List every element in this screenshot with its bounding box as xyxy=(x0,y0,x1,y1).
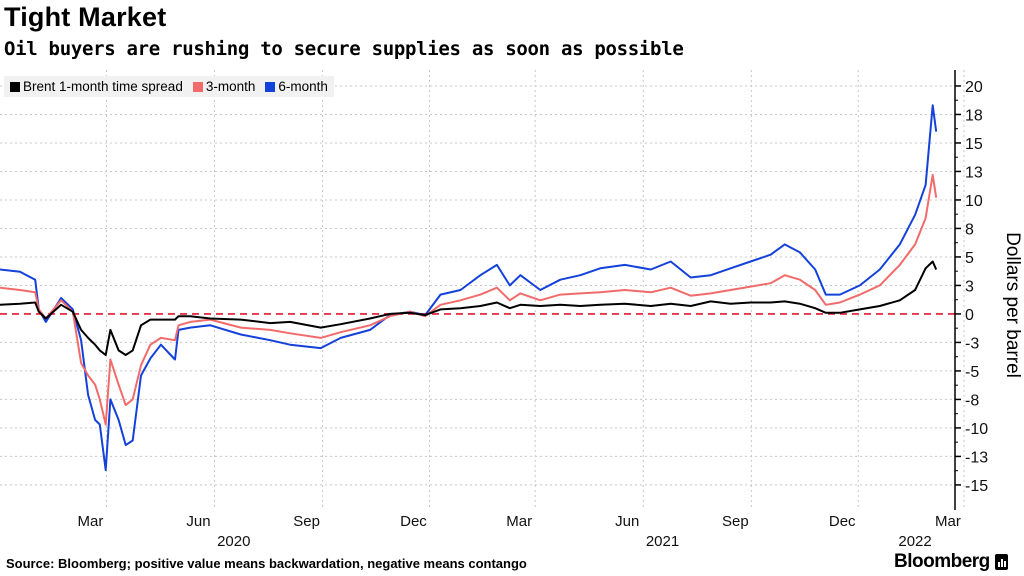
x-tick-label: Dec xyxy=(400,513,427,530)
bloomberg-chart-icon xyxy=(994,554,1008,570)
y-tick-label: -13 xyxy=(965,449,988,466)
series-line-6-month xyxy=(0,104,938,472)
legend-label: 3-month xyxy=(205,79,256,94)
legend-item-1-month: Brent 1-month time spread xyxy=(10,79,183,94)
legend-item-3-month: 3-month xyxy=(192,79,256,94)
y-tick-label: -10 xyxy=(965,421,988,438)
y-tick-label: 13 xyxy=(965,164,983,181)
y-tick-label: 0 xyxy=(965,307,974,324)
series-lines xyxy=(0,104,938,472)
y-tick-label: 15 xyxy=(965,136,983,153)
x-tick-label: Dec xyxy=(829,513,856,530)
legend-label: 6-month xyxy=(278,79,328,94)
y-tick-label: -15 xyxy=(965,478,988,495)
y-axis: 20 18 15 13 10 8 5 3 0 -3 -5 -8 -10 -13 -15 xyxy=(954,70,988,510)
legend-swatch xyxy=(192,81,203,92)
y-tick-label: -8 xyxy=(965,392,979,409)
chart-title: Tight Market xyxy=(4,2,167,32)
x-year-label: 2020 xyxy=(217,533,250,550)
y-tick-label: 8 xyxy=(965,221,974,238)
x-year-label: 2022 xyxy=(898,533,931,550)
x-tick-label: Mar xyxy=(506,513,532,530)
y-tick-label: 3 xyxy=(965,278,974,295)
y-tick-label: 18 xyxy=(965,107,983,124)
legend-label: Brent 1-month time spread xyxy=(23,79,183,94)
y-tick-label: -5 xyxy=(965,364,979,381)
x-tick-label: Mar xyxy=(78,513,104,530)
y-tick-label: -3 xyxy=(965,335,979,352)
x-tick-label: Jun xyxy=(186,513,210,530)
x-tick-label: Sep xyxy=(293,513,320,530)
brand-text: Bloomberg xyxy=(894,551,990,572)
bloomberg-logo: Bloomberg xyxy=(894,551,1008,573)
x-axis: Mar Jun Sep Dec Mar Jun Sep Dec Mar 2020 2021 2022 xyxy=(78,513,961,550)
x-tick-label: Mar xyxy=(935,513,961,530)
y-tick-label: 20 xyxy=(965,79,983,96)
y-axis-label: Dollars per barrel xyxy=(1002,232,1023,378)
chart-subtitle: Oil buyers are rushing to secure supplie… xyxy=(4,38,684,60)
x-tick-label: Sep xyxy=(722,513,749,530)
x-year-label: 2021 xyxy=(646,533,679,550)
legend-swatch xyxy=(265,81,276,92)
legend-swatch xyxy=(10,81,20,92)
legend-item-6-month: 6-month xyxy=(265,79,328,94)
gridlines xyxy=(0,70,965,510)
source-note: Source: Bloomberg; positive value means … xyxy=(6,556,527,571)
legend: Brent 1-month time spread 3-month 6-mont… xyxy=(4,76,334,97)
y-tick-label: 5 xyxy=(965,250,974,267)
x-tick-label: Jun xyxy=(615,513,639,530)
y-tick-label: 10 xyxy=(965,193,983,210)
series-line-brent-1-month-time-spread xyxy=(0,260,938,356)
